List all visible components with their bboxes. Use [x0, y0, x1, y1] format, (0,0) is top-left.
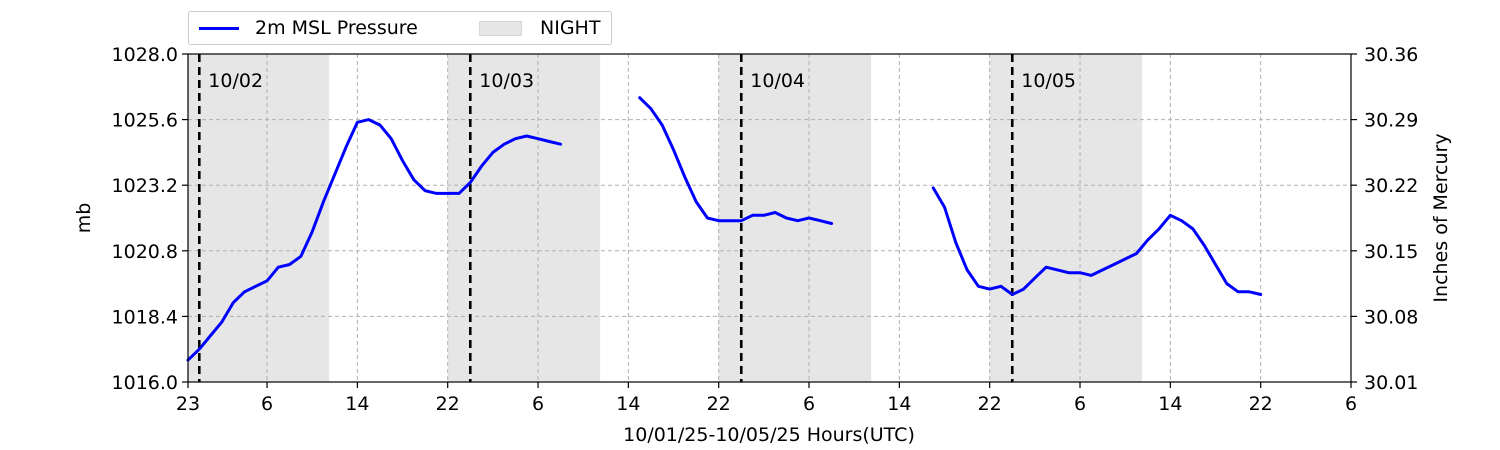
- pressure-line-segment: [931, 186, 1263, 296]
- y2-tick-label: 30.29: [1364, 110, 1418, 132]
- chart-legend: 2m MSL Pressure NIGHT: [188, 11, 612, 45]
- plot-frame: [187, 53, 1352, 383]
- x-axis-title: 10/01/25-10/05/25 Hours(UTC): [623, 424, 915, 446]
- y2-axis-ticks: 30.01 30.08 30.15 30.22 30.29 30.36: [1351, 44, 1418, 394]
- pressure-line-segment: [186, 118, 563, 362]
- x-axis-ticks: 23 6 14 22 6 14 22 6 14 22 6 14 22 6: [176, 382, 1357, 415]
- legend-label-night: NIGHT: [540, 17, 601, 39]
- y-tick-label: 1016.0: [112, 372, 178, 394]
- axes: [187, 53, 1352, 383]
- date-label: 10/02: [208, 70, 263, 92]
- y2-tick-label: 30.01: [1364, 372, 1418, 394]
- x-tick-label: 22: [707, 393, 731, 415]
- night-band: [188, 54, 330, 382]
- date-label: 10/05: [1021, 70, 1076, 92]
- x-tick-label: 14: [887, 393, 911, 415]
- y2-tick-label: 30.15: [1364, 241, 1418, 263]
- x-tick-label: 6: [532, 393, 544, 415]
- pressure-line-segment: [638, 96, 834, 225]
- x-tick-label: 6: [261, 393, 273, 415]
- series-lines: [186, 96, 1263, 362]
- y-tick-label: 1018.4: [112, 306, 178, 328]
- x-tick-label: 14: [345, 393, 369, 415]
- x-tick-label: 6: [1345, 393, 1357, 415]
- night-band: [989, 54, 1143, 382]
- x-tick-label: 6: [1074, 393, 1086, 415]
- night-band: [447, 54, 601, 382]
- x-tick-label: 22: [1249, 393, 1273, 415]
- legend-label-pressure: 2m MSL Pressure: [255, 17, 418, 39]
- y-tick-label: 1025.6: [112, 110, 178, 132]
- x-tick-label: 22: [978, 393, 1002, 415]
- y2-tick-label: 30.08: [1364, 306, 1418, 328]
- y-tick-label: 1023.2: [112, 175, 178, 197]
- x-tick-label: 22: [436, 393, 460, 415]
- grid-lines: [188, 54, 1351, 382]
- y2-tick-label: 30.36: [1364, 44, 1418, 66]
- y-axis-ticks: 1016.0 1018.4 1020.8 1023.2 1025.6 1028.0: [112, 44, 188, 394]
- date-label: 10/03: [479, 70, 534, 92]
- x-tick-label: 6: [803, 393, 815, 415]
- date-label: 10/04: [750, 70, 805, 92]
- y2-axis-title: Inches of Mercury: [1430, 133, 1452, 302]
- x-tick-label: 14: [616, 393, 640, 415]
- night-shading: [188, 54, 1143, 382]
- y-tick-label: 1028.0: [112, 44, 178, 66]
- legend-line-swatch: [199, 27, 239, 30]
- y-axis-title: mb: [73, 203, 95, 234]
- midnight-markers: 10/02 10/03 10/04 10/05: [197, 54, 1076, 382]
- legend-night-swatch: [479, 21, 522, 36]
- x-tick-label: 23: [176, 393, 200, 415]
- x-tick-label: 14: [1158, 393, 1182, 415]
- y2-tick-label: 30.22: [1364, 175, 1418, 197]
- y-tick-label: 1020.8: [112, 241, 178, 263]
